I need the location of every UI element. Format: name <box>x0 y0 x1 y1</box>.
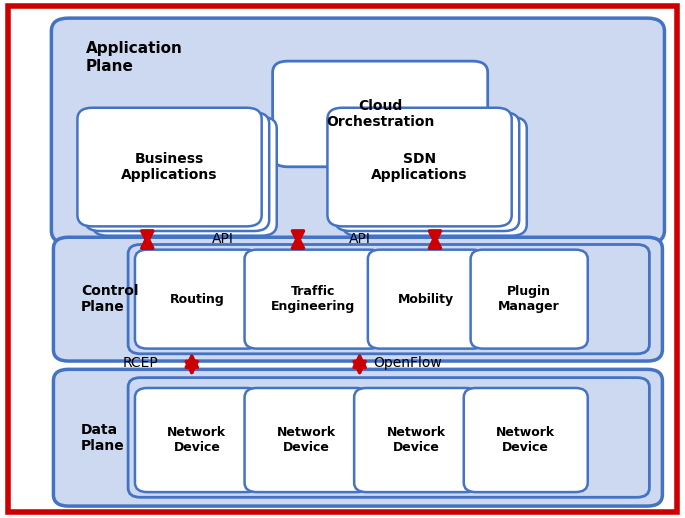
FancyBboxPatch shape <box>342 117 527 236</box>
Text: RCEP: RCEP <box>123 355 158 370</box>
Text: SDN
Applications: SDN Applications <box>371 152 468 182</box>
Text: Data
Plane: Data Plane <box>81 423 125 453</box>
Text: Business
Applications: Business Applications <box>121 152 218 182</box>
FancyBboxPatch shape <box>8 6 677 512</box>
Text: Plugin
Manager: Plugin Manager <box>498 285 560 313</box>
FancyBboxPatch shape <box>51 18 664 243</box>
FancyBboxPatch shape <box>128 378 649 497</box>
FancyBboxPatch shape <box>464 388 588 492</box>
Text: Traffic
Engineering: Traffic Engineering <box>271 285 356 313</box>
Text: Network
Device: Network Device <box>386 426 446 454</box>
FancyBboxPatch shape <box>85 112 269 231</box>
Text: Routing: Routing <box>170 293 224 306</box>
FancyBboxPatch shape <box>53 369 662 506</box>
Text: OpenFlow: OpenFlow <box>373 355 442 370</box>
FancyBboxPatch shape <box>135 250 259 349</box>
Text: Network
Device: Network Device <box>496 426 556 454</box>
FancyBboxPatch shape <box>471 250 588 349</box>
Text: Network
Device: Network Device <box>167 426 227 454</box>
FancyBboxPatch shape <box>53 237 662 361</box>
Text: Mobility: Mobility <box>399 293 454 306</box>
FancyBboxPatch shape <box>368 250 485 349</box>
FancyBboxPatch shape <box>354 388 478 492</box>
Text: API: API <box>349 232 371 247</box>
FancyBboxPatch shape <box>77 108 262 226</box>
Text: Control
Plane: Control Plane <box>81 284 138 314</box>
FancyBboxPatch shape <box>128 244 649 354</box>
FancyBboxPatch shape <box>135 388 259 492</box>
Text: Application
Plane: Application Plane <box>86 41 182 74</box>
Text: API: API <box>212 232 234 247</box>
FancyBboxPatch shape <box>273 61 488 167</box>
FancyBboxPatch shape <box>245 250 382 349</box>
Text: Network
Device: Network Device <box>277 426 336 454</box>
FancyBboxPatch shape <box>245 388 369 492</box>
Text: Cloud
Orchestration: Cloud Orchestration <box>326 99 434 129</box>
FancyBboxPatch shape <box>335 112 519 231</box>
FancyBboxPatch shape <box>327 108 512 226</box>
FancyBboxPatch shape <box>92 117 277 236</box>
